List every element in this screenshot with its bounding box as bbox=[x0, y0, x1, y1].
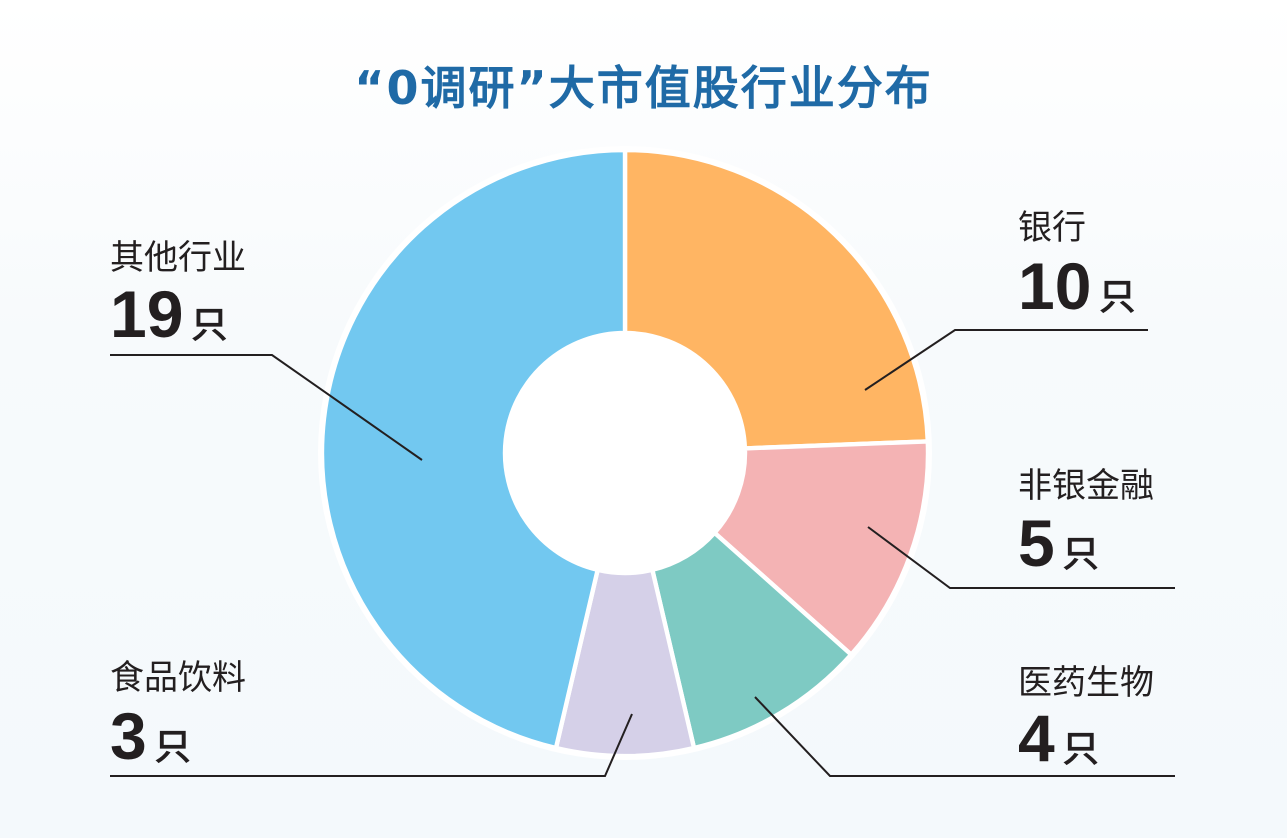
leader-lines-group bbox=[110, 329, 1175, 777]
donut-slice-4 bbox=[319, 147, 628, 751]
donut-hole bbox=[506, 334, 744, 572]
slice-value-unit-1: 只 bbox=[1062, 534, 1099, 575]
slice-value-unit-3: 只 bbox=[154, 727, 191, 768]
donut-slice-0 bbox=[622, 147, 930, 451]
leader-line-3 bbox=[110, 713, 633, 777]
slice-value-number-4: 19 bbox=[110, 277, 184, 351]
leader-line-4 bbox=[110, 354, 423, 461]
chart-title: “0调研”大市值股行业分布 bbox=[354, 61, 933, 115]
slice-value-number-3: 3 bbox=[110, 699, 147, 773]
slice-value-unit-4: 只 bbox=[191, 305, 228, 346]
donut-slice-1 bbox=[712, 439, 931, 657]
slice-value-number-2: 4 bbox=[1018, 701, 1055, 775]
leader-line-2 bbox=[754, 696, 1175, 777]
slice-label-0: 银行 bbox=[1018, 208, 1086, 248]
slice-label-3: 食品饮料 bbox=[110, 658, 246, 698]
slice-value-number-1: 5 bbox=[1018, 506, 1055, 580]
slice-value-unit-0: 只 bbox=[1099, 277, 1136, 318]
slice-value-unit-2: 只 bbox=[1062, 729, 1099, 770]
slice-label-1: 非银金融 bbox=[1018, 466, 1154, 506]
slice-value-4: 19 只 bbox=[110, 276, 227, 352]
leader-line-0 bbox=[864, 329, 1148, 391]
slice-value-0: 10 只 bbox=[1018, 248, 1135, 324]
leader-line-1 bbox=[867, 526, 1175, 589]
slices-group bbox=[318, 146, 932, 760]
slice-label-2: 医药生物 bbox=[1018, 663, 1154, 703]
slice-label-4: 其他行业 bbox=[110, 238, 246, 278]
slice-value-number-0: 10 bbox=[1018, 249, 1092, 323]
